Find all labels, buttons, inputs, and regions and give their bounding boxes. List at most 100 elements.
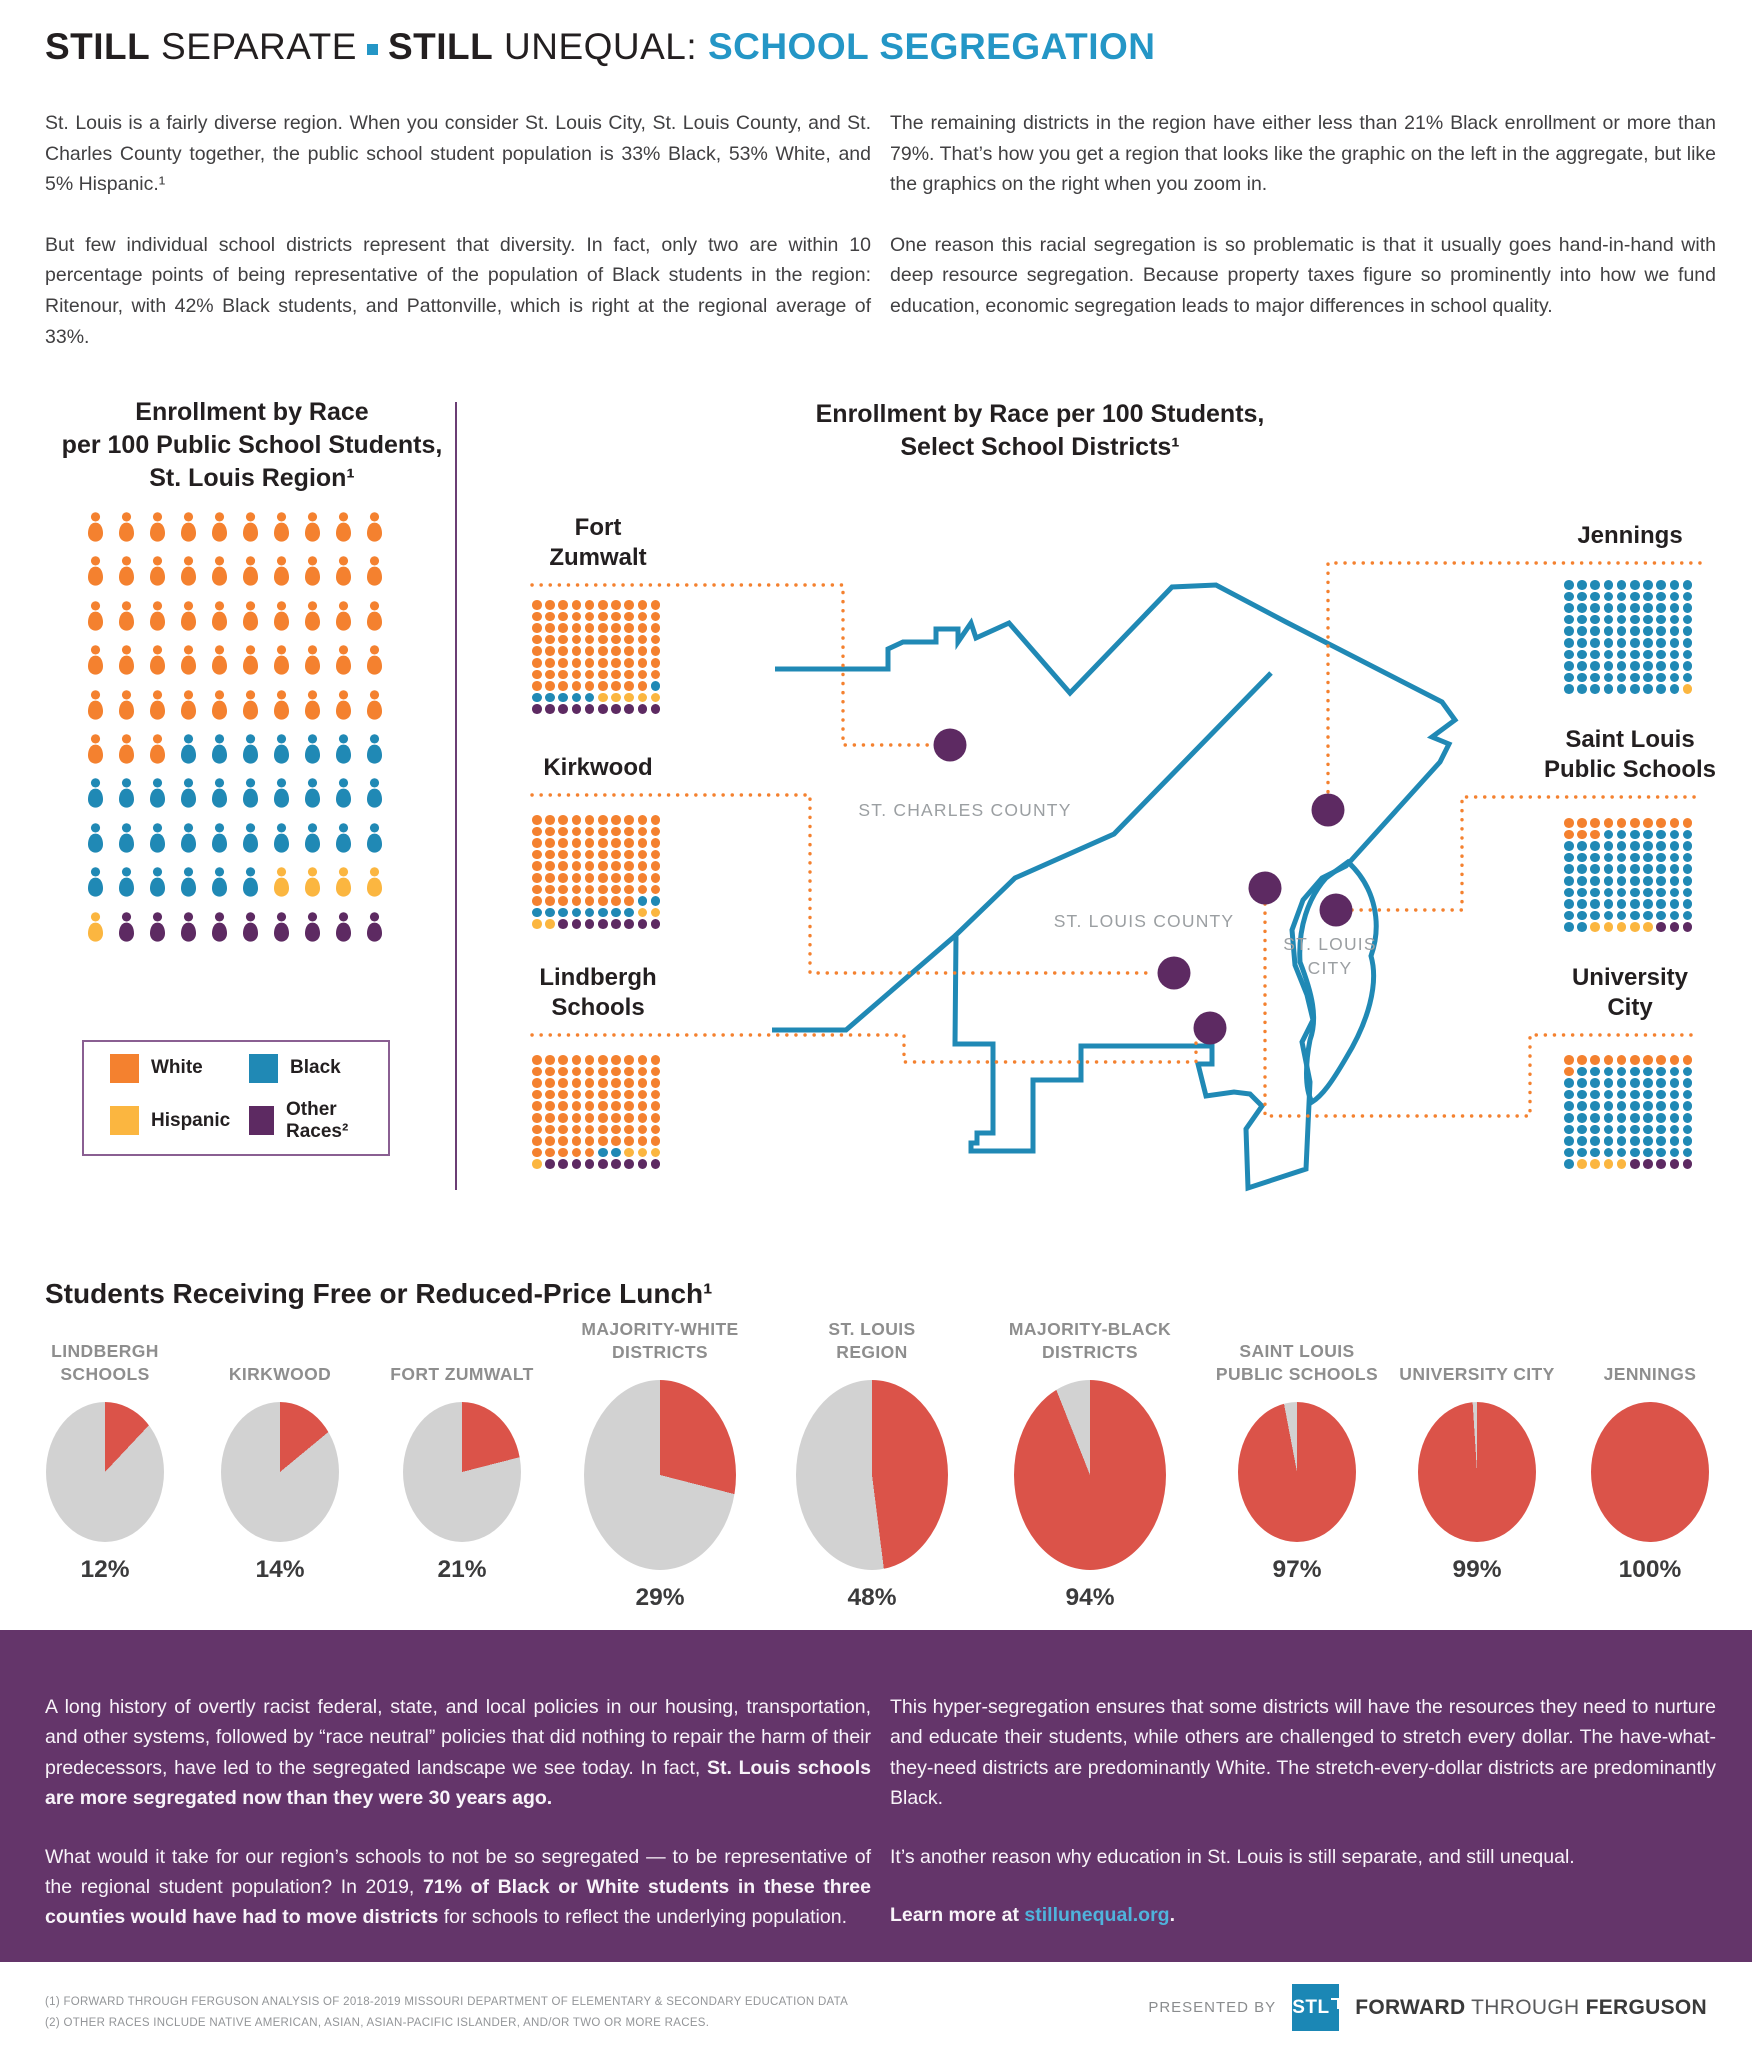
waffle-dot <box>1629 841 1640 851</box>
title-still-2: STILL <box>387 26 494 67</box>
waffle-dot <box>1603 864 1614 874</box>
waffle-dot <box>558 861 568 871</box>
person-icon <box>271 601 302 645</box>
waffle-dot <box>1669 1055 1680 1065</box>
person-icon <box>85 823 116 867</box>
waffle-dot <box>1603 1124 1614 1135</box>
waffle-dot <box>637 1089 648 1100</box>
waffle-dot <box>597 815 608 825</box>
waffle-dot <box>1603 684 1614 694</box>
waffle-dot <box>1616 1159 1627 1169</box>
waffle-dot <box>1629 603 1640 613</box>
waffle-dot <box>545 1136 555 1146</box>
person-icon <box>116 512 147 556</box>
waffle-dot <box>571 657 582 668</box>
waffle-dot <box>1577 1078 1587 1088</box>
person-icon <box>116 601 147 645</box>
waffle-dot <box>584 896 595 906</box>
waffle-dot <box>1656 864 1666 874</box>
waffle-dot <box>1643 1112 1653 1123</box>
waffle-dot <box>1616 684 1627 694</box>
person-icon <box>209 556 240 600</box>
waffle-dot <box>532 1147 542 1158</box>
waffle-dot <box>650 1066 661 1077</box>
waffle-dot <box>637 815 648 825</box>
person-icon <box>178 556 209 600</box>
waffle-dot <box>1682 899 1693 909</box>
waffle-dot <box>532 704 542 714</box>
waffle-dot <box>611 1055 621 1065</box>
waffle-dot <box>1682 829 1693 840</box>
waffle-dot <box>1590 672 1600 683</box>
person-icon <box>333 734 364 778</box>
waffle-dot <box>1656 672 1666 683</box>
intro-column-left: St. Louis is a fairly diverse region. Wh… <box>45 108 871 382</box>
waffle-dot <box>597 884 608 895</box>
waffle-dot <box>1616 922 1627 932</box>
waffle-dot <box>1564 875 1574 886</box>
district-waffle-fort-zumwalt <box>532 600 664 716</box>
waffle-dot <box>1682 1101 1693 1111</box>
waffle-dot <box>1564 626 1574 636</box>
person-icon <box>240 512 271 556</box>
waffle-dot <box>1577 637 1587 648</box>
leader-line <box>530 1033 1198 1064</box>
waffle-dot <box>545 1089 555 1100</box>
waffle-dot <box>532 838 542 848</box>
waffle-dot <box>558 919 568 929</box>
waffle-dot <box>558 1136 568 1146</box>
waffle-dot <box>1629 922 1640 932</box>
person-icon <box>240 601 271 645</box>
waffle-dot <box>1603 591 1614 602</box>
waffle-dot <box>1603 649 1614 660</box>
person-icon <box>147 556 178 600</box>
waffle-dot <box>637 872 648 883</box>
person-icon <box>85 911 116 956</box>
waffle-dot <box>1669 684 1680 694</box>
stillunequal-link[interactable]: stillunequal.org <box>1024 1904 1170 1927</box>
waffle-dot <box>1616 672 1627 683</box>
waffle-dot <box>545 657 555 668</box>
waffle-dot <box>532 657 542 668</box>
waffle-dot <box>532 669 542 680</box>
county-labels: ST. CHARLES COUNTY ST. LOUIS COUNTY ST. LO… <box>858 800 1375 978</box>
waffle-dot <box>597 692 608 703</box>
waffle-dot <box>597 634 608 645</box>
waffle-dot <box>611 611 621 622</box>
waffle-dot <box>1616 875 1627 886</box>
waffle-dot <box>637 884 648 895</box>
waffle-dot <box>1682 1112 1693 1123</box>
waffle-dot <box>624 838 634 848</box>
waffle-dot <box>1656 852 1666 863</box>
waffle-dot <box>1643 852 1653 863</box>
waffle-dot <box>1656 1124 1666 1135</box>
waffle-dot <box>1590 852 1600 863</box>
person-icon <box>147 734 178 778</box>
waffle-dot <box>650 1112 661 1123</box>
waffle-dot <box>611 872 621 883</box>
waffle-dot <box>637 704 648 714</box>
legend-item: Other Races² <box>249 1099 388 1143</box>
person-icon <box>302 911 333 956</box>
waffle-dot <box>1656 637 1666 648</box>
person-icon <box>209 601 240 645</box>
waffle-dot <box>1577 672 1587 683</box>
person-icon <box>85 556 116 600</box>
waffle-dot <box>611 1136 621 1146</box>
waffle-dot <box>1656 603 1666 613</box>
waffle-dot <box>545 907 555 918</box>
waffle-dot <box>571 861 582 871</box>
waffle-dot <box>1603 614 1614 625</box>
waffle-dot <box>545 872 555 883</box>
waffle-dot <box>624 704 634 714</box>
waffle-dot <box>611 849 621 860</box>
waffle-dot <box>1682 684 1693 694</box>
waffle-dot <box>1669 603 1680 613</box>
waffle-dot <box>1616 910 1627 921</box>
person-icon <box>302 778 333 822</box>
waffle-dot <box>1616 637 1627 648</box>
waffle-dot <box>584 815 595 825</box>
waffle-dot <box>650 669 661 680</box>
pie-chart <box>1014 1380 1166 1570</box>
waffle-dot <box>1629 580 1640 590</box>
